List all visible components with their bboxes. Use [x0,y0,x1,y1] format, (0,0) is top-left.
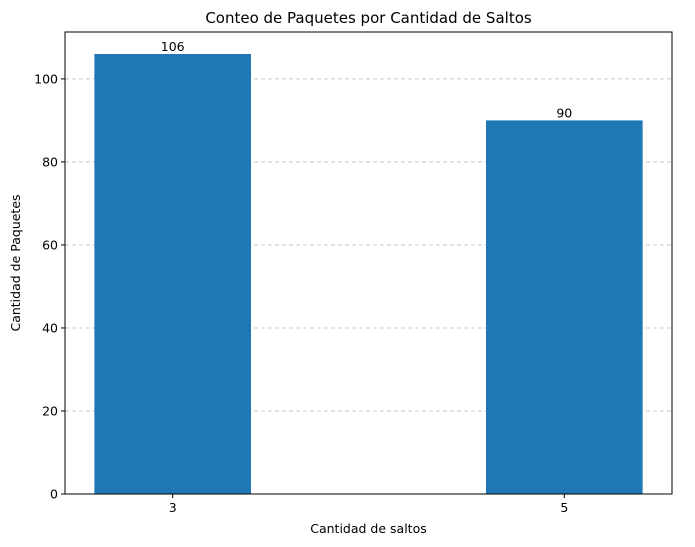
bars [94,54,643,494]
x-tick-label: 5 [560,500,568,515]
x-tick-label: 3 [169,500,177,515]
y-tick-label: 60 [42,237,58,252]
x-axis-label: Cantidad de saltos [310,521,427,536]
data-labels: 106 90 [161,39,573,120]
bar [94,54,252,494]
bar-value-label: 90 [556,105,572,120]
y-axis-ticks: 0 20 40 60 80 100 [34,71,65,502]
y-tick-label: 100 [34,71,58,86]
chart-title: Conteo de Paquetes por Cantidad de Salto… [205,9,532,27]
y-tick-label: 0 [50,487,58,502]
bar-value-label: 106 [161,39,185,54]
axes-frame [64,31,673,495]
y-tick-label: 40 [42,320,58,335]
y-tick-label: 80 [42,154,58,169]
y-axis-label: Cantidad de Paquetes [8,194,23,331]
bar [485,120,643,494]
y-tick-label: 20 [42,403,58,418]
